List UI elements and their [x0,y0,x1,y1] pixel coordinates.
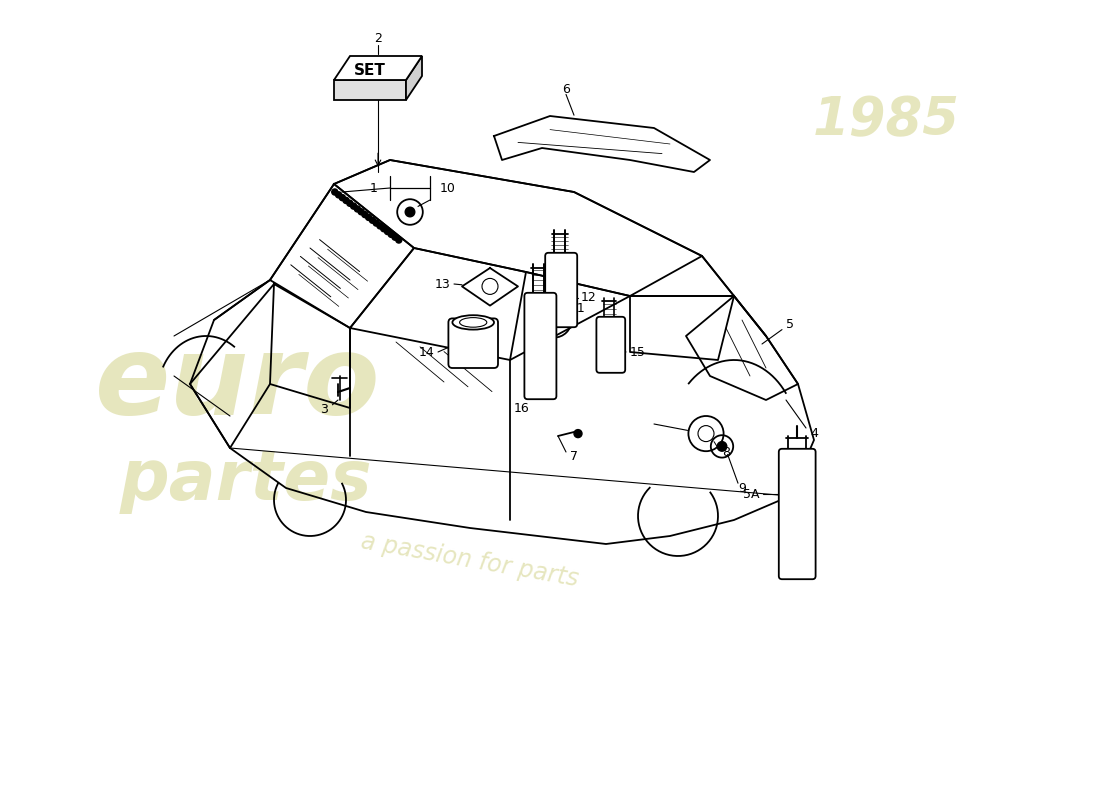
Circle shape [343,198,349,203]
Text: 2: 2 [374,32,382,45]
Circle shape [359,209,364,215]
Circle shape [351,203,356,209]
Circle shape [377,223,383,229]
Ellipse shape [452,315,494,330]
Text: 7: 7 [570,450,578,462]
Text: 13: 13 [434,278,450,290]
Polygon shape [334,56,422,80]
FancyBboxPatch shape [596,317,625,373]
Text: 1985: 1985 [813,94,959,146]
Circle shape [574,430,582,438]
Text: euro: euro [96,330,381,438]
Text: 9: 9 [738,482,746,494]
Circle shape [362,211,369,218]
Text: 5A: 5A [744,488,760,501]
Text: 6: 6 [562,83,570,96]
Text: a passion for parts: a passion for parts [360,529,581,591]
Text: 4: 4 [810,427,818,440]
Circle shape [354,206,361,212]
Text: 15: 15 [630,346,646,358]
Text: partes: partes [120,446,372,514]
Circle shape [381,226,387,232]
Text: 12: 12 [581,291,596,304]
Text: 10: 10 [440,182,455,194]
Circle shape [396,237,402,243]
FancyBboxPatch shape [525,293,557,399]
Text: 1: 1 [370,182,378,194]
Text: 16: 16 [514,402,530,414]
Circle shape [385,229,390,234]
FancyBboxPatch shape [546,253,578,327]
Circle shape [365,214,372,221]
Text: 3: 3 [320,403,328,416]
Circle shape [332,189,338,195]
Circle shape [339,194,345,201]
Text: 11: 11 [570,302,585,314]
Polygon shape [334,80,406,100]
Text: 5: 5 [786,318,794,330]
Circle shape [388,231,394,238]
Circle shape [392,234,398,240]
Text: SET: SET [354,63,386,78]
Polygon shape [406,56,422,100]
Circle shape [336,192,342,198]
Circle shape [717,442,727,451]
Circle shape [370,217,375,223]
Text: 14: 14 [418,346,434,358]
Circle shape [373,220,380,226]
Text: 8: 8 [722,446,730,458]
FancyBboxPatch shape [449,318,498,368]
Circle shape [405,207,415,217]
FancyBboxPatch shape [779,449,815,579]
Circle shape [346,200,353,206]
